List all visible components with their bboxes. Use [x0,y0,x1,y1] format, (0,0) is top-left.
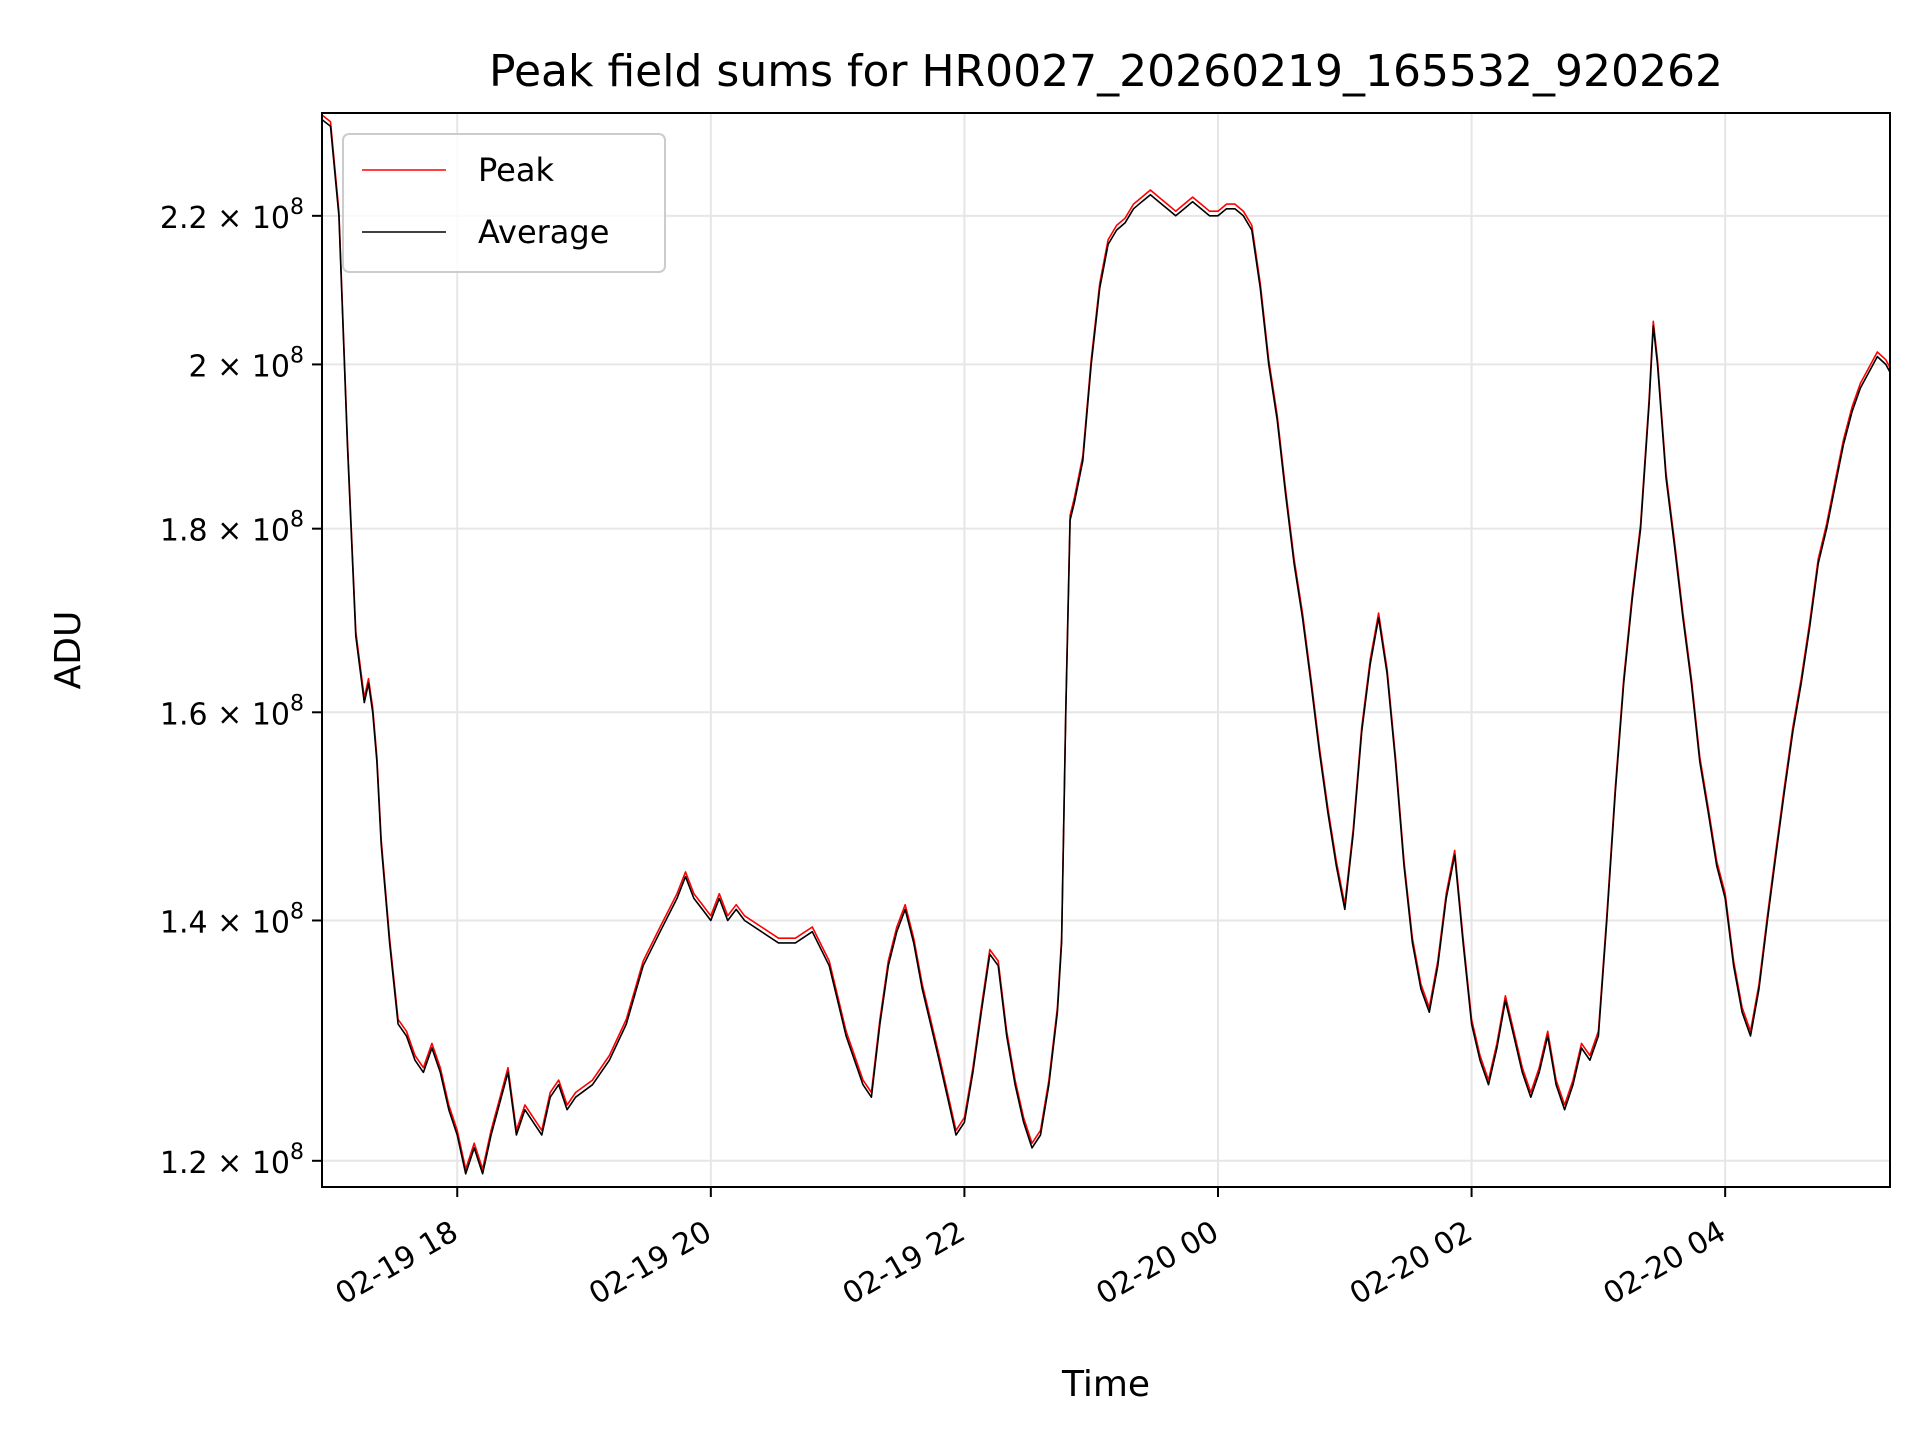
y-tick-label: 2.2 × 108 [160,195,304,236]
y-tick-mantissa: 1.2 × 10 [160,1146,290,1181]
y-tick-mantissa: 1.6 × 10 [160,697,290,732]
y-tick-mantissa: 1.8 × 10 [160,514,290,549]
y-tick-label: 1.4 × 108 [160,899,304,940]
y-axis-title: ADU [48,611,89,690]
chart-title: Peak field sums for HR0027_20260219_1655… [489,46,1723,97]
grid [322,113,1890,1187]
y-tick-label: 1.6 × 108 [160,691,304,732]
y-tick-mantissa: 2 × 10 [189,349,290,384]
y-tick-mantissa: 2.2 × 10 [160,201,290,236]
y-tick-label: 1.8 × 108 [160,508,304,549]
plot-frame [321,112,1891,1188]
y-tick-exponent: 8 [290,343,304,368]
legend-label-peak: Peak [478,151,554,189]
y-tick-exponent: 8 [290,1140,304,1165]
x-axis-title: Time [1061,1364,1150,1405]
series-line-average [321,118,1891,1175]
y-tick-exponent: 8 [290,508,304,533]
series-lines [321,114,1891,1175]
y-tick-mantissa: 1.4 × 10 [160,905,290,940]
y-tick-exponent: 8 [290,899,304,924]
legend: Peak Average [342,133,666,273]
y-tick-exponent: 8 [290,691,304,716]
y-tick-label: 1.2 × 108 [160,1140,304,1181]
y-tick-label: 2 × 108 [189,343,304,384]
y-tick-exponent: 8 [290,195,304,220]
legend-box [342,133,666,273]
legend-label-average: Average [478,213,609,251]
